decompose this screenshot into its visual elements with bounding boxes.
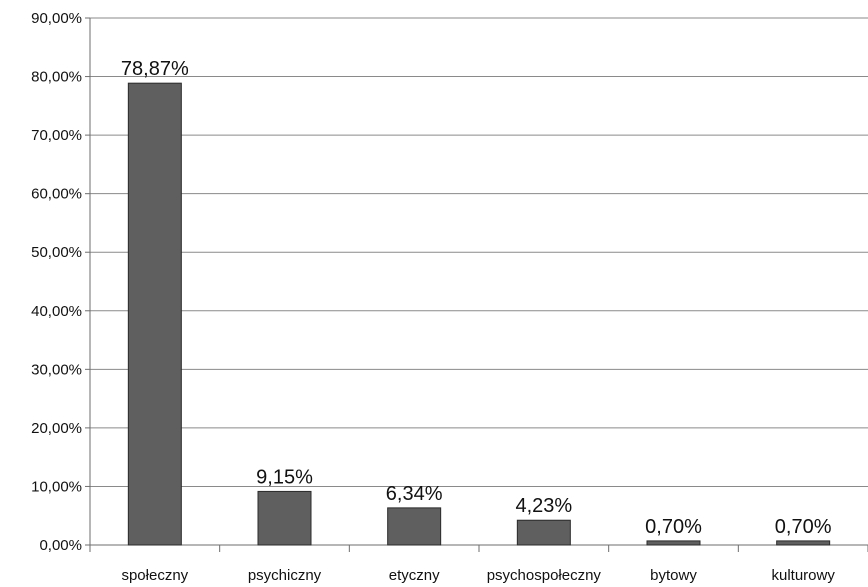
y-tick-label: 10,00% <box>31 478 82 495</box>
data-label: 9,15% <box>256 466 313 488</box>
data-label: 0,70% <box>775 516 832 538</box>
y-tick-label: 0,00% <box>39 537 82 554</box>
bar-0 <box>127 82 182 546</box>
x-category-label: psychiczny <box>248 567 322 584</box>
bar-2 <box>387 507 442 546</box>
bars <box>127 82 831 546</box>
data-label: 0,70% <box>645 516 702 538</box>
y-tick-label: 80,00% <box>31 69 82 86</box>
grid-lines <box>90 17 868 546</box>
y-tick-label: 90,00% <box>31 10 82 27</box>
x-category-label: społeczny <box>121 567 188 584</box>
y-tick-label: 40,00% <box>31 303 82 320</box>
data-label: 4,23% <box>515 495 572 517</box>
x-category-label: etyczny <box>389 567 440 584</box>
y-tick-label: 30,00% <box>31 361 82 378</box>
axes <box>85 17 868 552</box>
x-category-label: psychospołeczny <box>487 567 602 584</box>
y-tick-label: 60,00% <box>31 186 82 203</box>
x-category-label: kulturowy <box>771 567 835 584</box>
bar-5 <box>776 540 831 546</box>
bar-3 <box>516 519 571 546</box>
y-tick-label: 20,00% <box>31 420 82 437</box>
data-label: 6,34% <box>386 483 443 505</box>
y-tick-labels: 0,00% 10,00% 20,00% 30,00% 40,00% 50,00% 60,00… <box>31 10 82 554</box>
data-labels: 78,87% 9,15% 6,34% 4,23% 0,70% 0,70% <box>121 58 832 538</box>
y-tick-label: 70,00% <box>31 127 82 144</box>
y-tick-label: 50,00% <box>31 244 82 261</box>
bar-1 <box>257 490 312 546</box>
data-label: 78,87% <box>121 58 189 80</box>
bar-4 <box>646 540 701 546</box>
x-category-labels: społeczny psychiczny etyczny psychospołeczn… <box>121 567 835 584</box>
x-category-label: bytowy <box>650 567 697 584</box>
